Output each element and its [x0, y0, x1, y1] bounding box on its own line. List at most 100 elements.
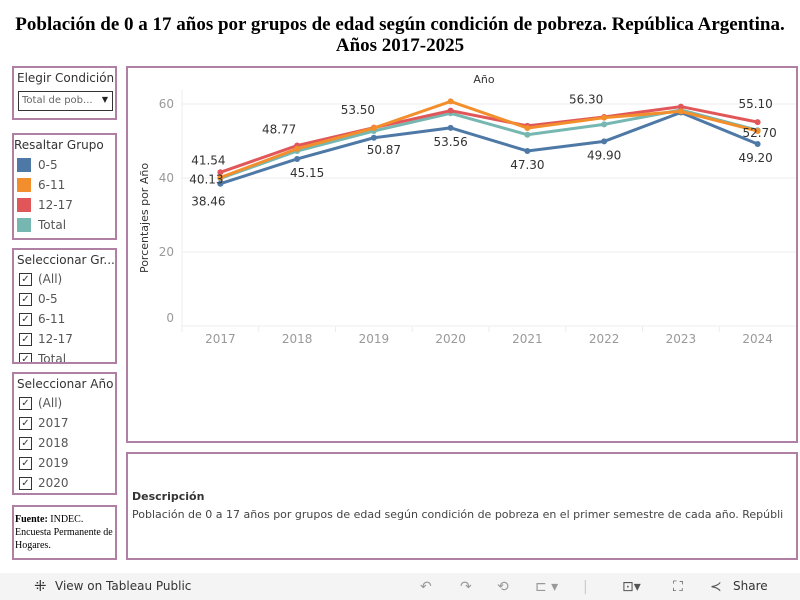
year-option-label: 2017 — [38, 416, 69, 430]
data-point[interactable] — [754, 119, 761, 126]
data-point[interactable] — [217, 174, 224, 181]
description-panel: Descripción Población de 0 a 17 años por… — [126, 452, 798, 560]
x-tick-label: 2023 — [666, 332, 697, 346]
group-checkbox-item[interactable]: ✓ 12-17 — [19, 331, 115, 347]
data-label: 49.20 — [738, 151, 772, 165]
data-label: 38.46 — [191, 195, 225, 209]
group-filter: Seleccionar Gr... ✓ (All) ✓ 0-5 ✓ 6-11 ✓ 12-17 ✓… — [12, 248, 117, 364]
group-checkbox-item[interactable]: ✓ 6-11 — [19, 311, 115, 327]
tableau-logo-icon: ⁜ — [34, 577, 47, 595]
condition-filter: Elegir Condición Total de pob... ▼ — [12, 66, 117, 120]
checkbox-checked-icon[interactable]: ✓ — [19, 332, 32, 346]
source-text: INDEC. Encuesta Permanente de Hogares. — [15, 514, 113, 551]
revert-icon[interactable]: ⟲ — [497, 579, 509, 595]
data-point[interactable] — [601, 114, 608, 121]
color-swatch — [17, 217, 31, 232]
description-text: Población de 0 a 17 años por grupos de e… — [132, 508, 784, 521]
year-checkbox-item[interactable]: ✓ (All) — [19, 395, 115, 411]
undo-icon[interactable]: ↶ — [420, 579, 432, 595]
checkbox-checked-icon[interactable]: ✓ — [19, 312, 32, 326]
legend-item[interactable]: 0-5 — [17, 157, 115, 172]
dashboard-title: Población de 0 a 17 años por grupos de e… — [15, 14, 785, 56]
year-checkbox-item[interactable]: ✓ 2018 — [19, 435, 115, 451]
data-point[interactable] — [217, 180, 224, 187]
legend-item[interactable]: 12-17 — [17, 197, 115, 212]
data-label: 45.15 — [290, 166, 324, 180]
line-chart: Año Porcentajes por Año 0 20 40 60 2017 2018 201… — [138, 73, 796, 346]
checkbox-checked-icon[interactable]: ✓ — [19, 476, 32, 490]
data-point[interactable] — [447, 107, 454, 114]
chart-panel: Año Porcentajes por Año 0 20 40 60 2017 2018 201… — [126, 66, 798, 443]
year-filter: Seleccionar Año ✓ (All) ✓ 2017 ✓ 2018 ✓ 2019 ✓ 20… — [12, 372, 117, 495]
data-point[interactable] — [294, 155, 301, 162]
checkbox-checked-icon[interactable]: ✓ — [19, 272, 32, 286]
legend-item[interactable]: Total — [17, 217, 115, 232]
group-checkbox-item[interactable]: ✓ 0-5 — [19, 291, 115, 307]
group-option-label: 0-5 — [38, 292, 58, 306]
data-label: 48.77 — [262, 123, 296, 137]
data-label: 49.90 — [587, 148, 621, 162]
refresh-icon[interactable]: ⊏ ▾ — [535, 579, 559, 595]
share-icon[interactable]: ≺ — [710, 579, 722, 595]
redo-icon[interactable]: ↷ — [460, 579, 472, 595]
data-point[interactable] — [447, 98, 454, 105]
data-point[interactable] — [370, 125, 377, 132]
legend-label: 12-17 — [38, 197, 73, 212]
data-point[interactable] — [217, 169, 224, 176]
download-icon[interactable]: ⊡▾ — [622, 579, 641, 595]
data-label: 53.56 — [433, 135, 467, 149]
checkbox-checked-icon[interactable]: ✓ — [19, 456, 32, 470]
dropdown-arrow-icon: ▼ — [101, 95, 108, 104]
year-filter-title: Seleccionar Año — [17, 377, 114, 391]
x-tick-label: 2024 — [742, 332, 773, 346]
year-checkbox-item[interactable]: ✓ 2017 — [19, 415, 115, 431]
group-checkbox-item[interactable]: ✓ Total — [19, 351, 115, 362]
chart-title: Año — [473, 73, 494, 86]
checkbox-checked-icon[interactable]: ✓ — [19, 352, 32, 362]
data-point[interactable] — [524, 147, 531, 154]
fullscreen-icon[interactable]: ⛶ — [673, 579, 683, 595]
x-tick-label: 2019 — [359, 332, 390, 346]
condition-dropdown[interactable]: Total de pob... ▼ — [18, 91, 113, 111]
data-point[interactable] — [294, 145, 301, 152]
legend-label: 6-11 — [38, 177, 66, 192]
data-point[interactable] — [677, 103, 684, 110]
toolbar-divider: | — [583, 579, 588, 595]
view-on-tableau-link[interactable]: View on Tableau Public — [55, 579, 192, 593]
data-point[interactable] — [447, 124, 454, 131]
year-option-label: 2019 — [38, 456, 69, 470]
year-checkbox-item[interactable]: ✓ 2020 — [19, 475, 115, 491]
series-line-12-17 — [219, 105, 758, 174]
year-checkbox-item[interactable]: ✓ 2019 — [19, 455, 115, 471]
checkbox-checked-icon[interactable]: ✓ — [19, 416, 32, 430]
color-swatch — [17, 197, 31, 212]
group-option-label: (All) — [38, 272, 63, 286]
data-point[interactable] — [601, 138, 608, 145]
data-point[interactable] — [524, 125, 531, 132]
data-label: 47.30 — [510, 158, 544, 172]
color-swatch — [17, 177, 31, 192]
legend-item[interactable]: 6-11 — [17, 177, 115, 192]
x-tick-label: 2022 — [589, 332, 620, 346]
group-filter-title: Seleccionar Gr... — [17, 253, 115, 267]
y-tick-label: 60 — [159, 97, 174, 111]
group-checkbox-item[interactable]: ✓ (All) — [19, 271, 115, 287]
data-point[interactable] — [524, 131, 531, 138]
data-point[interactable] — [601, 121, 608, 128]
checkbox-checked-icon[interactable]: ✓ — [19, 436, 32, 450]
legend-label: Total — [38, 217, 67, 232]
data-label: 55.10 — [738, 97, 772, 111]
data-point[interactable] — [754, 128, 761, 135]
data-point[interactable] — [677, 108, 684, 115]
x-tick-label: 2017 — [205, 332, 236, 346]
y-tick-label: 0 — [166, 311, 174, 325]
data-label: 50.87 — [367, 143, 401, 157]
checkbox-checked-icon[interactable]: ✓ — [19, 396, 32, 410]
data-point[interactable] — [754, 140, 761, 147]
source-label: Fuente: — [15, 514, 48, 525]
data-point[interactable] — [370, 134, 377, 141]
share-button[interactable]: Share — [733, 579, 768, 593]
y-tick-label: 20 — [159, 245, 174, 259]
checkbox-checked-icon[interactable]: ✓ — [19, 292, 32, 306]
year-option-label: 2020 — [38, 476, 69, 490]
